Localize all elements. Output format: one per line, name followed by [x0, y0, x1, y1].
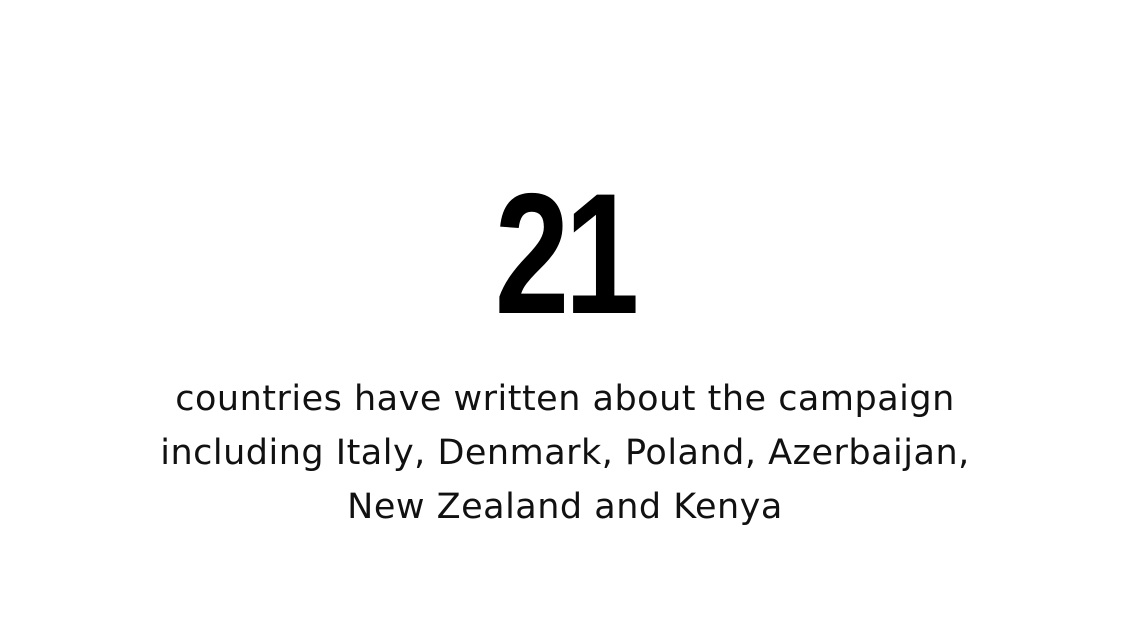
stat-caption-line-3: New Zealand and Kenya — [347, 487, 783, 527]
stat-caption-line-1: countries have written about the campaig… — [175, 379, 955, 419]
stat-caption: countries have written about the campaig… — [115, 372, 1015, 534]
stat-caption-line-2: including Italy, Denmark, Poland, Azerba… — [160, 433, 970, 473]
stat-number: 21 — [495, 158, 640, 350]
